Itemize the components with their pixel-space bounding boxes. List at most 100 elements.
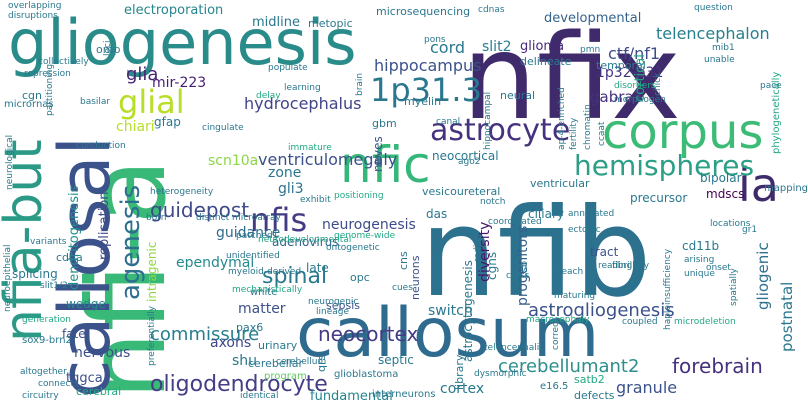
word-chromatin: chromatin — [583, 104, 593, 150]
word-sepsis: sepsis — [326, 299, 360, 312]
word-intragenic: intragenic — [145, 241, 159, 302]
word-opc: opc — [350, 271, 370, 284]
word-exhibit: exhibit — [300, 195, 331, 205]
word-genome-wide: genome-wide — [334, 231, 396, 241]
word-nfib: nfib — [420, 182, 652, 324]
word-locations: locations — [710, 219, 751, 229]
word-astrocyte: astrocyte — [430, 113, 571, 148]
word-switch: switch — [428, 303, 473, 319]
word-neurogenesis: neurogenesis — [322, 217, 416, 233]
word-midline: midline — [252, 15, 300, 30]
word-zone: zone — [268, 165, 302, 181]
word-nfic: nfic — [340, 136, 431, 194]
word-gli3: gli3 — [278, 181, 304, 197]
word-cgns: cgns — [485, 251, 499, 280]
word-neurogenic: neurogenic — [308, 297, 359, 307]
word-mapping: mapping — [764, 183, 808, 194]
word-haploinsufficiency: haploinsufficiency — [663, 248, 673, 330]
word-annotated: annotated — [568, 209, 615, 219]
word-agenesis: agenesis — [116, 184, 146, 300]
word-gfap: gfap — [154, 115, 181, 129]
word-unique: unique — [684, 269, 715, 279]
word-fertility: fertility — [569, 117, 579, 150]
word-astrogliogenesis: astrogliogenesis — [528, 300, 675, 321]
word-partitioning: partitioning — [45, 63, 55, 116]
word-micrornas: micrornas — [4, 99, 54, 110]
word-reading: reading — [598, 261, 633, 271]
word-scn10a: scn10a — [208, 153, 259, 169]
word-satb2: satb2 — [574, 373, 605, 386]
word-ventriculomegaly: ventriculomegaly — [258, 150, 398, 169]
word-patched1: patched1 — [236, 231, 279, 241]
word-microarray: microarray — [232, 213, 281, 223]
word-ependymal: ependymal — [176, 255, 255, 271]
word-slit1-2: slit1/2 — [40, 281, 68, 291]
word-dysmorphic: dysmorphic — [474, 369, 527, 379]
word-altogether: altogether — [20, 367, 67, 377]
word-preferentially: preferentially — [147, 305, 157, 366]
word-guidepost: guidepost — [150, 198, 250, 222]
word-1p32-p31: 1p32-p31 — [596, 65, 664, 81]
word-neurological: neurological — [5, 134, 15, 190]
word-das: das — [426, 207, 448, 221]
word-shu: shu — [232, 353, 258, 369]
word-macrocephaly: macrocephaly — [526, 315, 590, 325]
word-glia: glia — [126, 64, 159, 85]
word-omp: omp — [96, 43, 121, 56]
word-gliogenesis: gliogenesis — [8, 6, 357, 79]
word-interneurons: interneurons — [372, 389, 436, 400]
word-ctf-nf1: ctf/nf1 — [608, 44, 661, 63]
word-repression: repression — [24, 69, 71, 79]
word-gbm: gbm — [372, 117, 397, 130]
word-arising: arising — [684, 255, 715, 265]
word-question: question — [694, 3, 733, 13]
word-library: library — [453, 354, 466, 390]
word-neocortex: neocortex — [318, 322, 419, 346]
word-identical: identical — [240, 391, 279, 401]
word-gabra6: gabra6 — [590, 88, 644, 106]
word-neuroepithelial: neuroepithelial — [3, 244, 13, 313]
word-variants: variants — [30, 237, 67, 247]
word-cingulate: cingulate — [202, 123, 244, 133]
word-replication: replication — [97, 191, 112, 260]
word-slit2: slit2 — [482, 39, 512, 55]
word-gr1: gr1 — [742, 225, 758, 235]
word-neocortical: neocortical — [432, 149, 499, 163]
word-microdeletion: microdeletion — [674, 317, 736, 327]
word-postnatal: postnatal — [778, 281, 796, 352]
word-metopic: metopic — [308, 17, 353, 30]
word-cerebral: cerebral — [76, 385, 122, 398]
word-fundamental: fundamental — [310, 389, 393, 404]
word-spinal: spinal — [262, 264, 328, 289]
word-temporal: temporal — [596, 59, 646, 72]
word-neves: neves — [371, 136, 385, 172]
word-granule: granule — [616, 378, 678, 397]
word-ectopic: ectopic — [568, 225, 601, 235]
word-radial: radial — [473, 236, 483, 262]
word-defects: defects — [574, 389, 615, 402]
word-wedge: wedge — [66, 297, 106, 311]
word-e16-5: e16.5 — [540, 381, 569, 392]
word-ciliary: ciliary — [528, 207, 564, 221]
word-chiari: chiari — [116, 119, 155, 135]
word-oligodendrocyte: oligodendrocyte — [150, 372, 328, 397]
word-cord: cord — [430, 38, 466, 57]
word-coupled: coupled — [622, 317, 658, 327]
word-connects: connects — [38, 379, 79, 389]
word-hydrocephalus: hydrocephalus — [244, 94, 362, 113]
word-cues: cues — [392, 283, 413, 293]
word-immature: immature — [288, 143, 332, 153]
word-dendritogenesis: dendritogenesis — [67, 185, 82, 290]
word-nfis: nfis — [250, 201, 308, 239]
word-brain: brain — [355, 72, 365, 96]
word-glioblastoma: glioblastoma — [334, 369, 399, 380]
word-adenovirus: adenovirus — [272, 235, 339, 249]
word-delay: delay — [256, 91, 281, 101]
word-loci: loci — [103, 40, 113, 56]
word-coordinated: coordinated — [488, 217, 542, 227]
word-pace: pace — [760, 81, 782, 91]
word-mir-223: mir-223 — [152, 75, 207, 91]
word-fibrillary: fibrillary — [612, 261, 650, 271]
word-notch: notch — [480, 197, 506, 207]
word-clones: clones — [431, 261, 441, 290]
